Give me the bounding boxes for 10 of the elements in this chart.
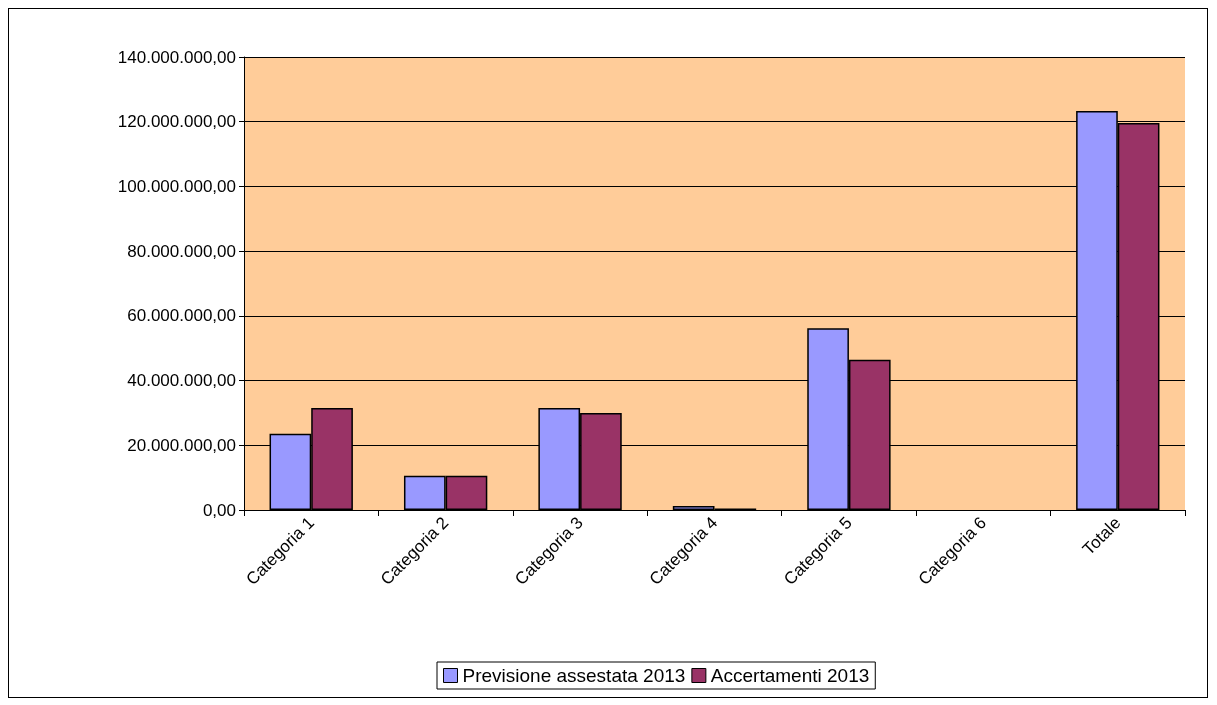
y-tick-label: 100.000.000,00: [117, 176, 236, 196]
y-tick-label: 20.000.000,00: [127, 435, 236, 455]
y-tick-label: 60.000.000,00: [127, 306, 236, 326]
legend-label: Previsione assestata 2013: [462, 665, 686, 686]
y-tick-label: 140.000.000,00: [117, 47, 236, 67]
y-tick-label: 40.000.000,00: [127, 371, 236, 391]
y-tick-label: 0,00: [202, 500, 236, 520]
legend-label: Accertamenti 2013: [710, 665, 870, 686]
y-tick-label: 80.000.000,00: [127, 241, 236, 261]
y-tick-label: 120.000.000,00: [117, 112, 236, 132]
